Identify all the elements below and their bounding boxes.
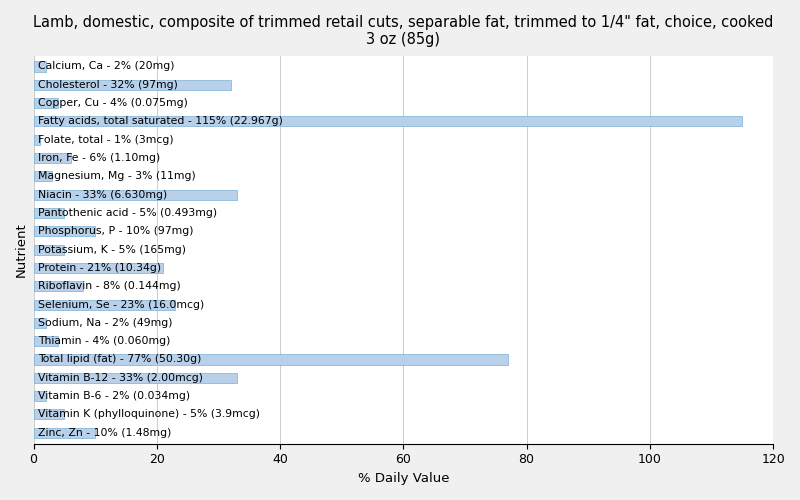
Bar bbox=[34, 354, 508, 364]
Text: Calcium, Ca - 2% (20mg): Calcium, Ca - 2% (20mg) bbox=[38, 62, 175, 72]
Text: Vitamin B-12 - 33% (2.00mcg): Vitamin B-12 - 33% (2.00mcg) bbox=[38, 373, 203, 383]
X-axis label: % Daily Value: % Daily Value bbox=[358, 472, 449, 485]
Text: Potassium, K - 5% (165mg): Potassium, K - 5% (165mg) bbox=[38, 244, 186, 254]
Bar bbox=[34, 116, 742, 126]
Text: Phosphorus, P - 10% (97mg): Phosphorus, P - 10% (97mg) bbox=[38, 226, 194, 236]
Text: Cholesterol - 32% (97mg): Cholesterol - 32% (97mg) bbox=[38, 80, 178, 90]
Bar bbox=[34, 80, 230, 90]
Text: Riboflavin - 8% (0.144mg): Riboflavin - 8% (0.144mg) bbox=[38, 281, 182, 291]
Bar bbox=[34, 190, 237, 200]
Bar bbox=[34, 281, 83, 291]
Text: Copper, Cu - 4% (0.075mg): Copper, Cu - 4% (0.075mg) bbox=[38, 98, 188, 108]
Bar bbox=[34, 226, 95, 236]
Text: Total lipid (fat) - 77% (50.30g): Total lipid (fat) - 77% (50.30g) bbox=[38, 354, 202, 364]
Text: Vitamin B-6 - 2% (0.034mg): Vitamin B-6 - 2% (0.034mg) bbox=[38, 391, 190, 401]
Bar bbox=[34, 263, 163, 273]
Bar bbox=[34, 153, 70, 163]
Text: Fatty acids, total saturated - 115% (22.967g): Fatty acids, total saturated - 115% (22.… bbox=[38, 116, 283, 126]
Bar bbox=[34, 98, 58, 108]
Text: Vitamin K (phylloquinone) - 5% (3.9mcg): Vitamin K (phylloquinone) - 5% (3.9mcg) bbox=[38, 410, 261, 420]
Bar bbox=[34, 300, 175, 310]
Bar bbox=[34, 428, 95, 438]
Y-axis label: Nutrient: Nutrient bbox=[15, 222, 28, 277]
Bar bbox=[34, 318, 46, 328]
Bar bbox=[34, 208, 64, 218]
Text: Magnesium, Mg - 3% (11mg): Magnesium, Mg - 3% (11mg) bbox=[38, 172, 196, 181]
Text: Selenium, Se - 23% (16.0mcg): Selenium, Se - 23% (16.0mcg) bbox=[38, 300, 205, 310]
Bar bbox=[34, 244, 64, 254]
Title: Lamb, domestic, composite of trimmed retail cuts, separable fat, trimmed to 1/4": Lamb, domestic, composite of trimmed ret… bbox=[33, 15, 774, 48]
Text: Thiamin - 4% (0.060mg): Thiamin - 4% (0.060mg) bbox=[38, 336, 171, 346]
Bar bbox=[34, 410, 64, 420]
Text: Iron, Fe - 6% (1.10mg): Iron, Fe - 6% (1.10mg) bbox=[38, 153, 161, 163]
Bar bbox=[34, 62, 46, 72]
Text: Zinc, Zn - 10% (1.48mg): Zinc, Zn - 10% (1.48mg) bbox=[38, 428, 172, 438]
Bar bbox=[34, 391, 46, 401]
Text: Protein - 21% (10.34g): Protein - 21% (10.34g) bbox=[38, 263, 162, 273]
Bar bbox=[34, 373, 237, 383]
Bar bbox=[34, 336, 58, 346]
Text: Folate, total - 1% (3mcg): Folate, total - 1% (3mcg) bbox=[38, 134, 174, 144]
Bar bbox=[34, 172, 52, 181]
Text: Niacin - 33% (6.630mg): Niacin - 33% (6.630mg) bbox=[38, 190, 168, 200]
Bar bbox=[34, 134, 40, 145]
Text: Pantothenic acid - 5% (0.493mg): Pantothenic acid - 5% (0.493mg) bbox=[38, 208, 218, 218]
Text: Sodium, Na - 2% (49mg): Sodium, Na - 2% (49mg) bbox=[38, 318, 173, 328]
